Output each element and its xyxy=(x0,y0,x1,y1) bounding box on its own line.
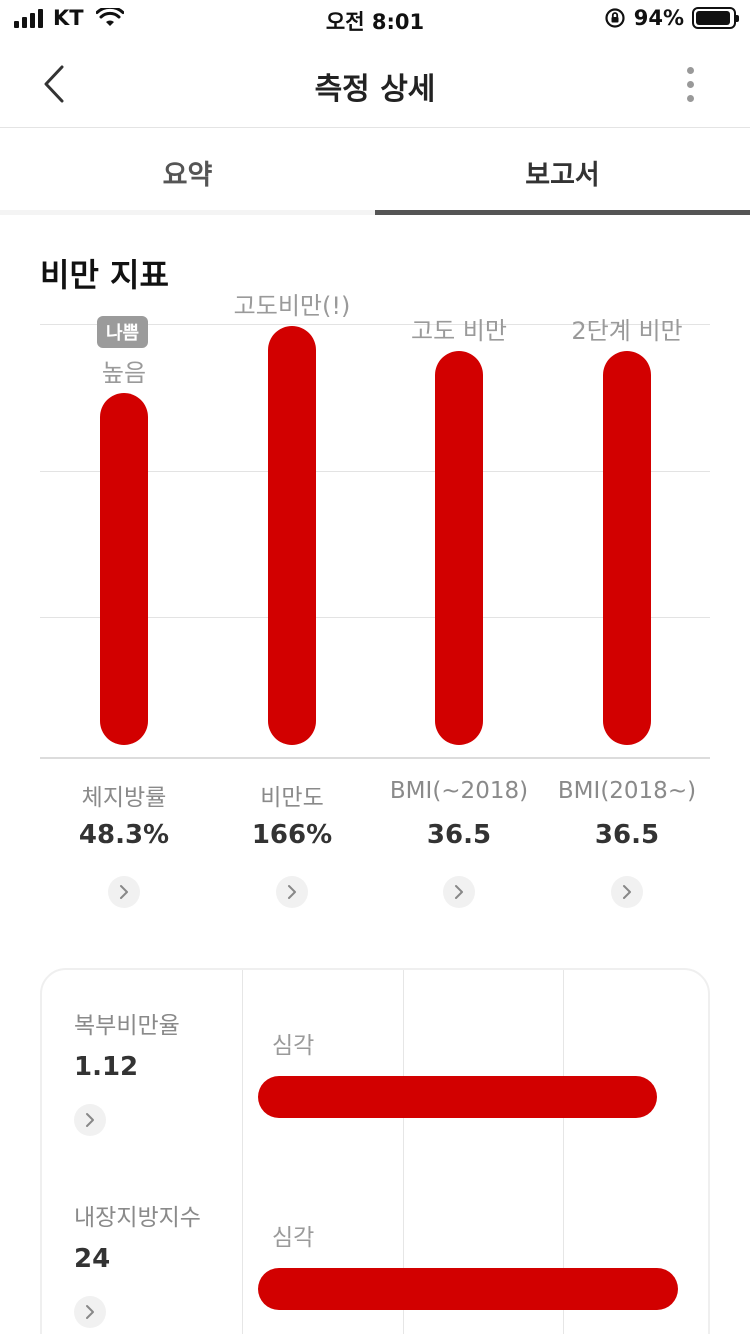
obesity-index-chart: 나쁨 높음 고도비만(!) 고도 비만 2단계 비만 xyxy=(40,292,710,760)
section-title: 비만 지표 xyxy=(40,256,169,294)
bar-category-label: 2단계 비만 xyxy=(571,317,683,345)
tab-summary[interactable]: 요약 xyxy=(162,159,213,191)
card-level-label: 심각 xyxy=(272,1225,315,1251)
metric-value: 36.5 xyxy=(594,820,660,850)
metric-name: BMI(2018~) xyxy=(557,778,697,804)
chart-bar[interactable] xyxy=(100,393,148,745)
metric-name: 체지방률 xyxy=(81,785,167,811)
chart-bar[interactable] xyxy=(435,351,483,745)
metric-value: 36.5 xyxy=(426,820,492,850)
gridline xyxy=(40,324,710,325)
battery-icon xyxy=(692,7,739,29)
bar-category-label: 높음 xyxy=(101,359,147,387)
battery-level xyxy=(696,11,730,25)
card-divider xyxy=(242,970,243,1334)
chevron-right-icon xyxy=(288,885,296,899)
status-left: KT xyxy=(14,6,124,30)
wifi-icon xyxy=(95,8,124,26)
metric-name: 비만도 xyxy=(260,785,324,811)
card-gridline xyxy=(403,970,404,1334)
status-bar: KT 오전 8:01 94% xyxy=(0,0,750,40)
chevron-left-icon xyxy=(44,65,64,103)
status-right: 94% xyxy=(604,6,739,30)
status-badge: 나쁨 xyxy=(97,316,149,348)
card-metric-name: 내장지방지수 xyxy=(74,1205,201,1231)
card-metric-value: 24 xyxy=(74,1244,111,1274)
metric-detail-button[interactable] xyxy=(108,876,140,908)
card-detail-button[interactable] xyxy=(74,1296,106,1328)
battery-percent: 94% xyxy=(633,6,684,30)
card-level-bar xyxy=(258,1076,657,1118)
card-detail-button[interactable] xyxy=(74,1104,106,1136)
metric-name: BMI(~2018) xyxy=(389,778,529,804)
signal-icon xyxy=(14,8,43,28)
chart-bar[interactable] xyxy=(268,326,316,745)
chevron-right-icon xyxy=(86,1113,94,1127)
bar-category-label: 고도비만(!) xyxy=(233,292,351,320)
abdominal-visceral-card: 복부비만율 1.12 심각 내장지방지수 24 심각 xyxy=(40,968,710,1334)
metric-detail-button[interactable] xyxy=(276,876,308,908)
navigation-header: 측정 상세 xyxy=(0,40,750,128)
gridline xyxy=(40,617,710,618)
metric-value: 48.3% xyxy=(78,820,170,850)
metric-detail-button[interactable] xyxy=(443,876,475,908)
page-title: 측정 상세 xyxy=(314,72,436,107)
card-level-bar xyxy=(258,1268,678,1310)
more-vertical-icon xyxy=(686,66,694,74)
chart-bar[interactable] xyxy=(603,351,651,745)
metric-value: 166% xyxy=(251,820,333,850)
chart-baseline xyxy=(40,757,710,759)
card-metric-value: 1.12 xyxy=(74,1052,139,1082)
metric-detail-button[interactable] xyxy=(611,876,643,908)
tab-report[interactable]: 보고서 xyxy=(375,129,750,215)
chevron-right-icon xyxy=(455,885,463,899)
gridline xyxy=(40,471,710,472)
card-gridline xyxy=(563,970,564,1334)
chevron-right-icon xyxy=(120,885,128,899)
bar-category-label: 고도 비만 xyxy=(411,317,507,345)
chevron-right-icon xyxy=(86,1305,94,1319)
card-metric-name: 복부비만율 xyxy=(74,1013,180,1039)
carrier-label: KT xyxy=(53,6,84,30)
tab-bar: 요약 보고서 xyxy=(0,129,750,215)
back-button[interactable] xyxy=(30,60,78,108)
orientation-lock-icon xyxy=(605,8,625,28)
more-button[interactable] xyxy=(670,62,710,106)
card-level-label: 심각 xyxy=(272,1033,315,1059)
chevron-right-icon xyxy=(623,885,631,899)
status-time: 오전 8:01 xyxy=(325,10,425,34)
